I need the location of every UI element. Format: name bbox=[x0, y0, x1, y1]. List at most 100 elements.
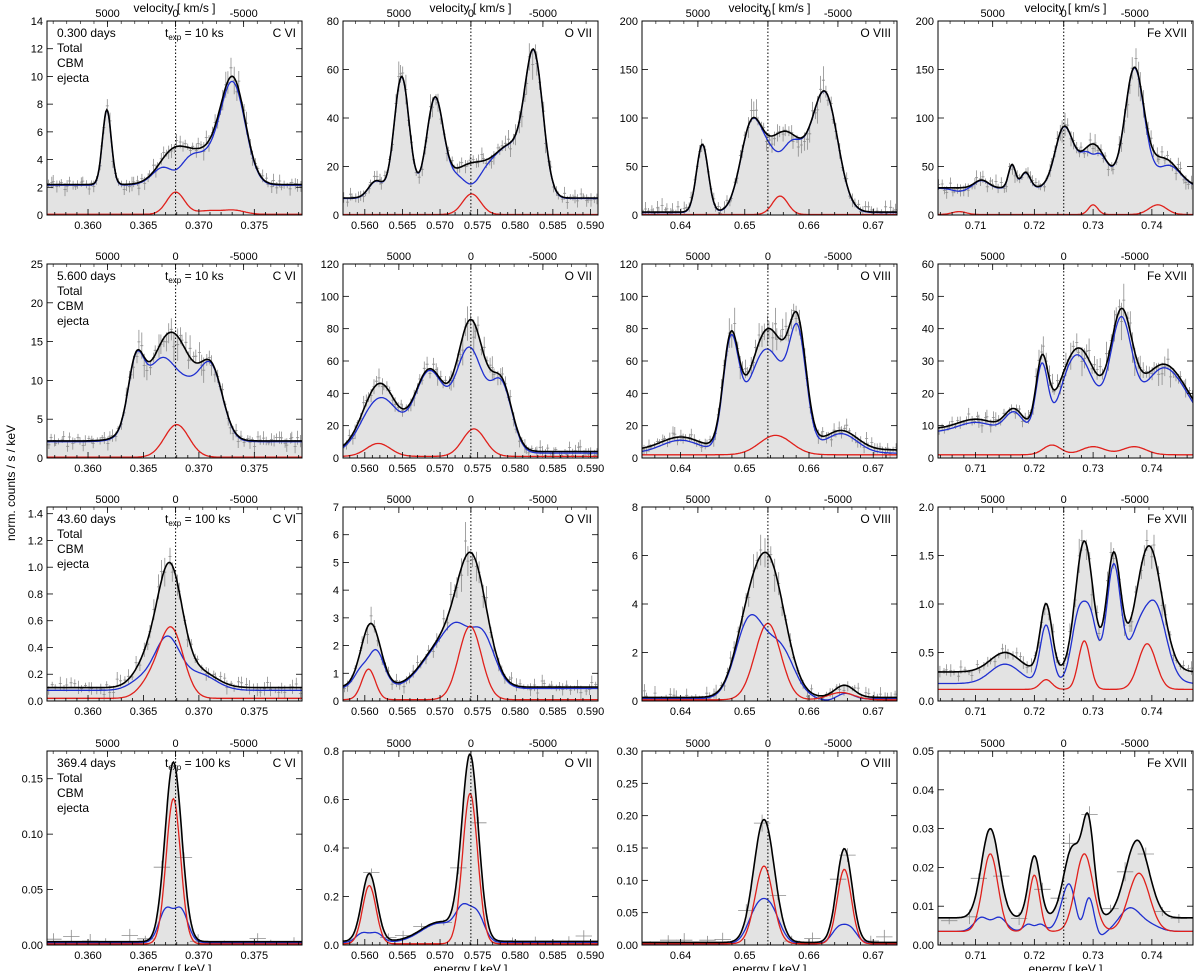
y-tick-label: 10 bbox=[31, 71, 43, 83]
velocity-tick-label: 5000 bbox=[95, 494, 119, 506]
line-label: Fe XVII bbox=[1147, 756, 1187, 770]
x-tick-label: 0.570 bbox=[426, 950, 454, 962]
data-point bbox=[170, 144, 173, 159]
x-tick-label: 0.565 bbox=[389, 220, 417, 232]
series-cbm-line bbox=[642, 434, 897, 456]
line-label: O VIII bbox=[860, 756, 891, 770]
y-tick-label: 2 bbox=[333, 641, 339, 653]
velocity-tick-label: 0 bbox=[468, 494, 474, 506]
line-label: O VIII bbox=[860, 512, 891, 526]
x-tick-label: 0.585 bbox=[539, 706, 567, 718]
line-label: O VII bbox=[565, 26, 592, 40]
panel-r3-ovii: 0.560 0.565 0.570 0.575 0.580 0.585 0.590 5000 0… bbox=[333, 494, 604, 718]
x-tick-label: 0.67 bbox=[863, 950, 884, 962]
data-point bbox=[1077, 148, 1081, 158]
energy-axis-label: energy [ keV ] bbox=[732, 962, 806, 971]
y-tick-label: 6 bbox=[333, 530, 339, 542]
data-point bbox=[204, 667, 208, 681]
data-point bbox=[115, 672, 119, 687]
data-point bbox=[872, 208, 876, 215]
data-point bbox=[127, 180, 131, 193]
data-point bbox=[587, 684, 591, 695]
y-tick-label: 0.20 bbox=[617, 811, 638, 823]
data-point bbox=[875, 693, 879, 701]
data-point bbox=[399, 399, 403, 409]
line-label: O VII bbox=[565, 756, 592, 770]
data-point bbox=[362, 395, 366, 410]
x-tick-label: 0.565 bbox=[389, 706, 417, 718]
x-tick-label: 0.64 bbox=[670, 950, 691, 962]
exposure-label: texp = 100 ks bbox=[165, 756, 230, 772]
data-point bbox=[957, 671, 961, 682]
data-point bbox=[47, 179, 51, 188]
line-label: Fe XVII bbox=[1147, 512, 1187, 526]
x-tick-label: 0.590 bbox=[577, 463, 605, 475]
velocity-tick-label: 0 bbox=[765, 494, 771, 506]
line-label: C VI bbox=[273, 269, 296, 283]
x-tick-label: 0.590 bbox=[577, 950, 605, 962]
series-total-line bbox=[343, 318, 598, 453]
data-point bbox=[481, 153, 485, 164]
data-point bbox=[994, 174, 998, 189]
velocity-tick-label: 5000 bbox=[686, 494, 710, 506]
data-point bbox=[1095, 359, 1099, 380]
velocity-tick-label: 5000 bbox=[95, 738, 119, 750]
data-point bbox=[884, 200, 888, 214]
y-tick-label: 0.00 bbox=[913, 940, 934, 952]
panel-r3-fexvii: 0.71 0.72 0.73 0.74 5000 0 -5000 0.0 0.5 1.0 1.5 2.… bbox=[919, 494, 1194, 718]
x-tick-label: 0.560 bbox=[351, 463, 379, 475]
x-tick-label: 0.72 bbox=[1024, 220, 1045, 232]
data-point bbox=[775, 328, 779, 351]
data-point bbox=[796, 137, 800, 157]
panel-plot-area bbox=[938, 806, 1193, 945]
y-tick-label: 40 bbox=[327, 113, 339, 125]
panel-frame bbox=[46, 750, 303, 946]
y-tick-label: 150 bbox=[620, 65, 638, 77]
data-point bbox=[575, 194, 579, 208]
x-tick-label: 0.585 bbox=[539, 220, 567, 232]
total-area-fill bbox=[343, 49, 598, 215]
data-point bbox=[808, 125, 812, 143]
y-tick-label: 20 bbox=[31, 298, 43, 310]
data-point bbox=[475, 158, 479, 168]
x-tick-label: 0.65 bbox=[734, 706, 755, 718]
velocity-tick-label: -5000 bbox=[1121, 494, 1149, 506]
data-point bbox=[878, 442, 882, 452]
line-label: Fe XVII bbox=[1147, 26, 1187, 40]
x-tick-label: 0.575 bbox=[464, 220, 492, 232]
x-tick-label: 0.570 bbox=[426, 220, 454, 232]
data-point bbox=[1166, 150, 1169, 160]
y-tick-label: 0.15 bbox=[617, 843, 638, 855]
x-tick-label: 0.570 bbox=[426, 706, 454, 718]
y-tick-label: 0 bbox=[928, 453, 934, 465]
x-tick-label: 0.66 bbox=[798, 706, 819, 718]
data-point bbox=[829, 432, 833, 447]
data-point bbox=[152, 158, 156, 172]
data-point bbox=[296, 430, 300, 445]
panel-plot-area bbox=[47, 760, 302, 945]
velocity-tick-label: 5000 bbox=[980, 494, 1004, 506]
data-point bbox=[839, 426, 843, 439]
y-tick-label: 0.0 bbox=[919, 696, 934, 708]
data-point bbox=[223, 673, 227, 683]
data-point bbox=[379, 177, 383, 190]
y-tick-label: 25 bbox=[31, 259, 43, 271]
data-point bbox=[196, 137, 200, 150]
data-point bbox=[50, 681, 54, 688]
series-total-line bbox=[47, 331, 302, 442]
x-tick-label: 0.365 bbox=[130, 950, 158, 962]
y-tick-label: 20 bbox=[922, 388, 934, 400]
y-tick-label: 0.2 bbox=[28, 669, 43, 681]
velocity-tick-label: 5000 bbox=[980, 8, 1004, 20]
data-point bbox=[577, 442, 581, 453]
data-point bbox=[80, 685, 84, 693]
data-point bbox=[172, 144, 176, 154]
x-tick-label: 0.71 bbox=[965, 220, 986, 232]
velocity-tick-label: 0 bbox=[1061, 8, 1067, 20]
y-tick-label: 60 bbox=[922, 259, 934, 271]
data-point bbox=[350, 193, 354, 201]
x-tick-label: 0.71 bbox=[965, 463, 986, 475]
velocity-tick-label: 5000 bbox=[387, 8, 411, 20]
data-point bbox=[752, 101, 756, 120]
y-tick-label: 0.10 bbox=[617, 875, 638, 887]
